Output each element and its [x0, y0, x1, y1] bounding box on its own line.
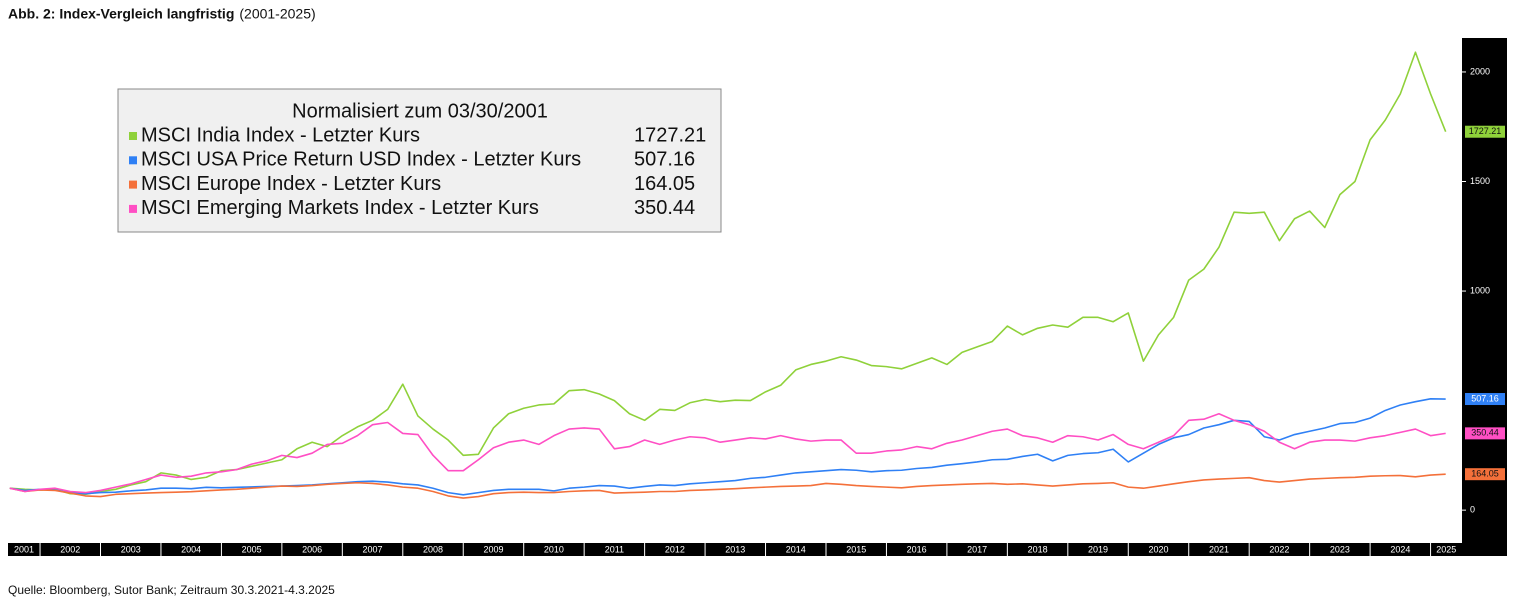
x-tick-label: 2007	[363, 544, 383, 554]
series-line	[9, 51, 1447, 496]
legend-swatch	[129, 132, 137, 140]
last-value-label: 507.16	[1471, 393, 1499, 403]
x-tick-label: 2012	[665, 544, 685, 554]
y-tick-label: 1500	[1470, 176, 1490, 186]
legend-swatch	[129, 204, 137, 213]
legend-box	[117, 88, 722, 233]
last-value-box	[1465, 427, 1505, 440]
legend-label: MSCI Europe Index - Letzter Kurs	[141, 173, 441, 195]
x-tick-label: 2008	[423, 544, 443, 554]
x-tick-label: 2003	[121, 544, 141, 554]
x-tick-label: 2022	[1269, 544, 1289, 554]
x-axis-panel	[8, 543, 1462, 556]
x-tick-label: 2013	[725, 544, 745, 554]
series-line	[9, 412, 1446, 494]
last-value-label: 164.05	[1471, 469, 1499, 479]
chart-title: Abb. 2: Index-Vergleich langfristig	[8, 6, 234, 22]
series-line	[9, 398, 1446, 496]
series-line	[9, 473, 1446, 499]
legend-value: 507.16	[634, 149, 695, 171]
last-value-label: 1727.21	[1469, 126, 1502, 136]
chart-subtitle: (2001-2025)	[239, 6, 315, 22]
y-tick-label: 2000	[1470, 66, 1490, 76]
x-tick-label: 2004	[181, 544, 201, 554]
x-tick-label: 2015	[846, 544, 866, 554]
last-value-box	[1465, 393, 1505, 406]
x-tick-label: 2017	[967, 544, 987, 554]
x-tick-label: 2021	[1209, 544, 1229, 554]
source-note: Quelle: Bloomberg, Sutor Bank; Zeitraum …	[8, 583, 335, 597]
legend-value: 1727.21	[634, 124, 706, 146]
legend-label: MSCI Emerging Markets Index - Letzter Ku…	[141, 197, 539, 219]
x-tick-label: 2020	[1148, 544, 1168, 554]
y-tick-label: 1000	[1470, 285, 1490, 295]
x-tick-label: 2014	[786, 544, 806, 554]
legend-label: MSCI USA Price Return USD Index - Letzte…	[141, 149, 581, 171]
x-tick-label: 2016	[907, 544, 927, 554]
x-tick-label: 2002	[60, 544, 80, 554]
x-tick-label: 2019	[1088, 544, 1108, 554]
x-tick-label: 2025	[1436, 544, 1456, 554]
x-tick-label: 2011	[605, 544, 624, 554]
legend-value: 164.05	[634, 173, 695, 195]
y-tick-label: 0	[1470, 505, 1475, 515]
last-value-box	[1465, 125, 1505, 138]
x-tick-label: 2005	[242, 544, 262, 554]
x-tick-label: 2006	[302, 544, 322, 554]
legend-value: 350.44	[634, 197, 695, 219]
legend-label: MSCI India Index - Letzter Kurs	[141, 124, 420, 146]
last-value-box	[1465, 468, 1505, 481]
legend-swatch	[129, 180, 137, 189]
legend-swatch	[129, 156, 137, 165]
x-tick-label: 2024	[1390, 544, 1410, 554]
last-value-label: 350.44	[1471, 428, 1499, 438]
x-tick-label: 2018	[1028, 544, 1048, 554]
x-tick-label: 2023	[1330, 544, 1350, 554]
legend-title: Normalisiert zum 03/30/2001	[292, 100, 548, 122]
x-tick-label: 2010	[544, 544, 564, 554]
x-tick-label: 2001	[14, 544, 34, 554]
x-tick-label: 2009	[483, 544, 503, 554]
